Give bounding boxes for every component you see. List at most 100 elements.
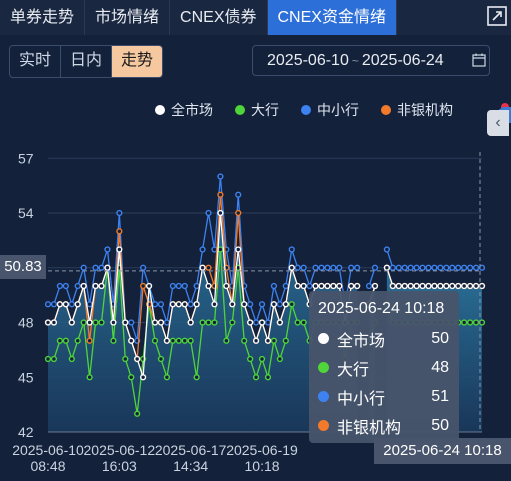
data-point[interactable] <box>169 337 176 344</box>
data-point[interactable] <box>68 355 75 363</box>
data-point[interactable] <box>258 355 266 363</box>
data-point[interactable] <box>472 264 480 271</box>
data-point[interactable] <box>258 301 266 308</box>
data-point[interactable] <box>300 264 307 271</box>
data-point[interactable] <box>145 282 153 290</box>
data-point[interactable] <box>229 319 236 326</box>
data-point[interactable] <box>104 264 111 271</box>
data-point[interactable] <box>104 246 111 253</box>
data-point[interactable] <box>116 228 123 235</box>
data-point[interactable] <box>86 301 93 308</box>
data-point[interactable] <box>110 337 117 344</box>
data-point[interactable] <box>437 264 444 271</box>
data-point[interactable] <box>50 355 58 363</box>
data-point[interactable] <box>449 264 456 271</box>
data-point[interactable] <box>211 301 218 308</box>
data-point[interactable] <box>62 301 69 308</box>
data-point[interactable] <box>270 301 278 308</box>
data-point[interactable] <box>455 282 462 290</box>
data-point[interactable] <box>389 282 396 290</box>
data-point[interactable] <box>318 282 325 290</box>
data-point[interactable] <box>354 282 361 290</box>
data-point[interactable] <box>50 301 58 308</box>
data-point[interactable] <box>419 264 426 271</box>
data-point[interactable] <box>330 264 337 271</box>
data-point[interactable] <box>235 246 242 253</box>
data-point[interactable] <box>163 319 171 326</box>
mode-intraday-button[interactable]: 日内 <box>61 46 112 77</box>
data-point[interactable] <box>247 319 254 326</box>
data-point[interactable] <box>288 264 295 271</box>
data-point[interactable] <box>235 191 242 198</box>
date-range-picker[interactable]: 2025-06-10 ~2025-06-24 <box>252 45 490 76</box>
legend-item-big[interactable]: 大行 <box>235 100 279 120</box>
data-point[interactable] <box>187 301 194 308</box>
data-point[interactable] <box>92 282 99 290</box>
data-point[interactable] <box>74 282 81 290</box>
data-point[interactable] <box>193 374 200 381</box>
data-point[interactable] <box>193 282 200 290</box>
data-point[interactable] <box>288 246 295 253</box>
data-point[interactable] <box>294 282 301 290</box>
data-point[interactable] <box>86 337 93 344</box>
data-point[interactable] <box>151 319 159 326</box>
data-point[interactable] <box>324 264 331 271</box>
data-point[interactable] <box>44 301 52 308</box>
data-point[interactable] <box>425 282 432 290</box>
data-point[interactable] <box>169 282 176 290</box>
data-point[interactable] <box>401 282 408 290</box>
data-point[interactable] <box>205 282 212 290</box>
data-point[interactable] <box>128 337 135 344</box>
data-point[interactable] <box>187 337 194 344</box>
data-point[interactable] <box>151 337 159 344</box>
data-point[interactable] <box>467 282 474 290</box>
data-point[interactable] <box>395 264 402 271</box>
data-point[interactable] <box>294 319 301 326</box>
data-point[interactable] <box>443 282 450 290</box>
data-point[interactable] <box>62 337 69 344</box>
data-point[interactable] <box>413 282 420 290</box>
data-point[interactable] <box>140 282 147 290</box>
data-point[interactable] <box>336 264 343 271</box>
data-point[interactable] <box>467 319 474 326</box>
legend-item-all[interactable]: 全市场 <box>155 100 213 120</box>
data-point[interactable] <box>74 337 81 344</box>
data-point[interactable] <box>68 301 75 308</box>
data-point[interactable] <box>294 264 301 271</box>
data-point[interactable] <box>252 374 260 381</box>
data-point[interactable] <box>407 282 414 290</box>
legend-item-nonbank[interactable]: 非银机构 <box>381 100 453 120</box>
tab-cnex-fund-sentiment[interactable]: CNEX资金情绪 <box>267 0 397 35</box>
data-point[interactable] <box>389 264 396 271</box>
legend-item-small[interactable]: 中小行 <box>301 100 359 120</box>
data-point[interactable] <box>205 319 212 326</box>
data-point[interactable] <box>383 264 390 271</box>
data-point[interactable] <box>98 282 105 290</box>
data-point[interactable] <box>395 282 402 290</box>
data-point[interactable] <box>62 282 69 290</box>
data-point[interactable] <box>157 301 165 308</box>
data-point[interactable] <box>44 319 52 326</box>
data-point[interactable] <box>187 319 194 326</box>
data-point[interactable] <box>282 337 289 344</box>
data-point[interactable] <box>247 355 254 363</box>
data-point[interactable] <box>270 282 278 290</box>
data-point[interactable] <box>193 301 200 308</box>
data-point[interactable] <box>199 246 206 253</box>
data-point[interactable] <box>431 264 438 271</box>
data-point[interactable] <box>247 301 254 308</box>
data-point[interactable] <box>151 301 159 308</box>
data-point[interactable] <box>348 264 355 271</box>
data-point[interactable] <box>449 282 456 290</box>
tab-bond-trend[interactable]: 单券走势 <box>0 0 86 35</box>
data-point[interactable] <box>276 355 283 363</box>
data-point[interactable] <box>336 282 343 290</box>
data-point[interactable] <box>199 264 206 271</box>
data-point[interactable] <box>157 355 165 363</box>
data-point[interactable] <box>472 319 480 326</box>
expand-icon[interactable] <box>487 6 507 26</box>
data-point[interactable] <box>205 264 212 271</box>
data-point[interactable] <box>128 319 135 326</box>
data-point[interactable] <box>371 264 379 271</box>
data-point[interactable] <box>371 282 379 290</box>
